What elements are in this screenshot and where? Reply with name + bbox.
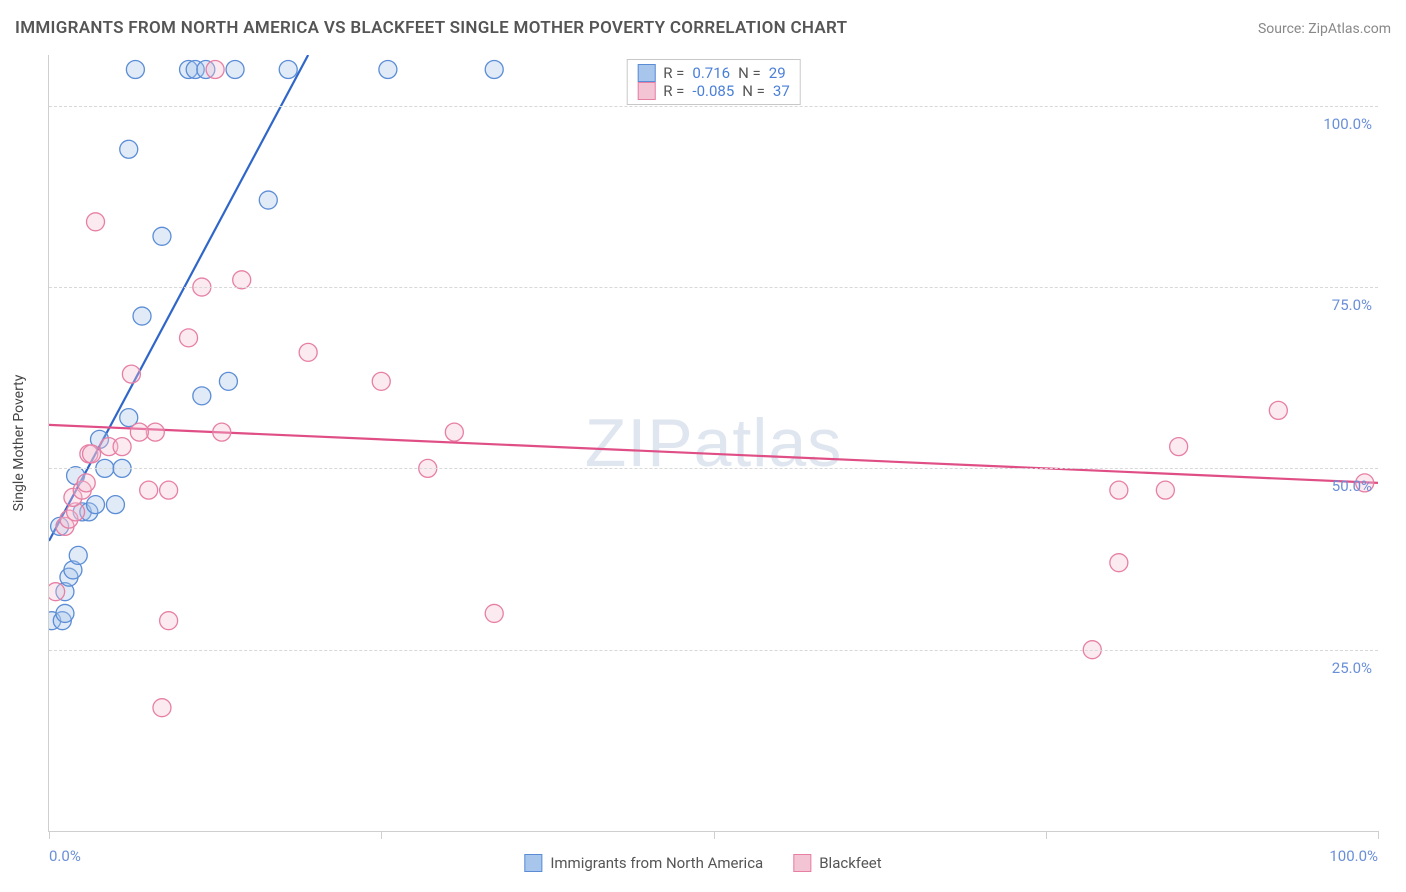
data-point: [133, 307, 151, 325]
gridline: [49, 287, 1378, 288]
data-point: [180, 329, 198, 347]
data-point: [279, 61, 297, 79]
x-tick: [381, 831, 382, 839]
legend-swatch-0: [524, 854, 542, 872]
data-point: [113, 438, 131, 456]
legend-swatch-1: [793, 854, 811, 872]
x-tick: [49, 831, 50, 839]
chart-container: IMMIGRANTS FROM NORTH AMERICA VS BLACKFE…: [0, 0, 1406, 892]
data-point: [56, 604, 74, 622]
data-point: [153, 227, 171, 245]
data-point: [1156, 481, 1174, 499]
data-point: [1110, 554, 1128, 572]
data-point: [69, 546, 87, 564]
data-point: [193, 387, 211, 405]
legend-label-0: Immigrants from North America: [550, 854, 763, 872]
data-point: [153, 699, 171, 717]
gridline: [49, 106, 1378, 107]
data-point: [126, 61, 144, 79]
data-point: [299, 343, 317, 361]
data-point: [372, 372, 390, 390]
y-grid-label: 75.0%: [1332, 296, 1372, 314]
data-point: [120, 140, 138, 158]
data-point: [485, 604, 503, 622]
y-grid-label: 100.0%: [1323, 115, 1372, 133]
x-label-right: 100.0%: [1329, 847, 1378, 865]
data-point: [219, 372, 237, 390]
data-point: [77, 474, 95, 492]
gridline: [49, 650, 1378, 651]
x-label-left: 0.0%: [49, 847, 81, 865]
bottom-legend: Immigrants from North America Blackfeet: [524, 854, 881, 872]
gridline: [49, 468, 1378, 469]
legend-item-0: Immigrants from North America: [524, 854, 763, 872]
x-tick: [1046, 831, 1047, 839]
data-point: [379, 61, 397, 79]
x-tick: [714, 831, 715, 839]
data-point: [213, 423, 231, 441]
chart-title: IMMIGRANTS FROM NORTH AMERICA VS BLACKFE…: [15, 18, 847, 38]
title-bar: IMMIGRANTS FROM NORTH AMERICA VS BLACKFE…: [15, 18, 1391, 38]
data-point: [83, 445, 101, 463]
data-point: [259, 191, 277, 209]
legend-item-1: Blackfeet: [793, 854, 881, 872]
y-grid-label: 50.0%: [1332, 477, 1372, 495]
data-point: [206, 61, 224, 79]
data-point: [87, 213, 105, 231]
legend-label-1: Blackfeet: [819, 854, 881, 872]
data-point: [1269, 401, 1287, 419]
data-point: [160, 612, 178, 630]
data-point: [106, 496, 124, 514]
data-point: [226, 61, 244, 79]
y-axis-title: Single Mother Poverty: [11, 375, 27, 512]
data-point: [122, 365, 140, 383]
plot-area: Single Mother Poverty ZIPatlas R = 0.716…: [48, 55, 1378, 832]
data-point: [1170, 438, 1188, 456]
data-point: [485, 61, 503, 79]
source-label: Source: ZipAtlas.com: [1258, 21, 1391, 37]
data-point: [87, 496, 105, 514]
plot-svg: [49, 55, 1378, 831]
data-point: [130, 423, 148, 441]
data-point: [47, 583, 65, 601]
y-grid-label: 25.0%: [1332, 659, 1372, 677]
data-point: [445, 423, 463, 441]
x-tick: [1378, 831, 1379, 839]
data-point: [140, 481, 158, 499]
data-point: [1110, 481, 1128, 499]
data-point: [160, 481, 178, 499]
